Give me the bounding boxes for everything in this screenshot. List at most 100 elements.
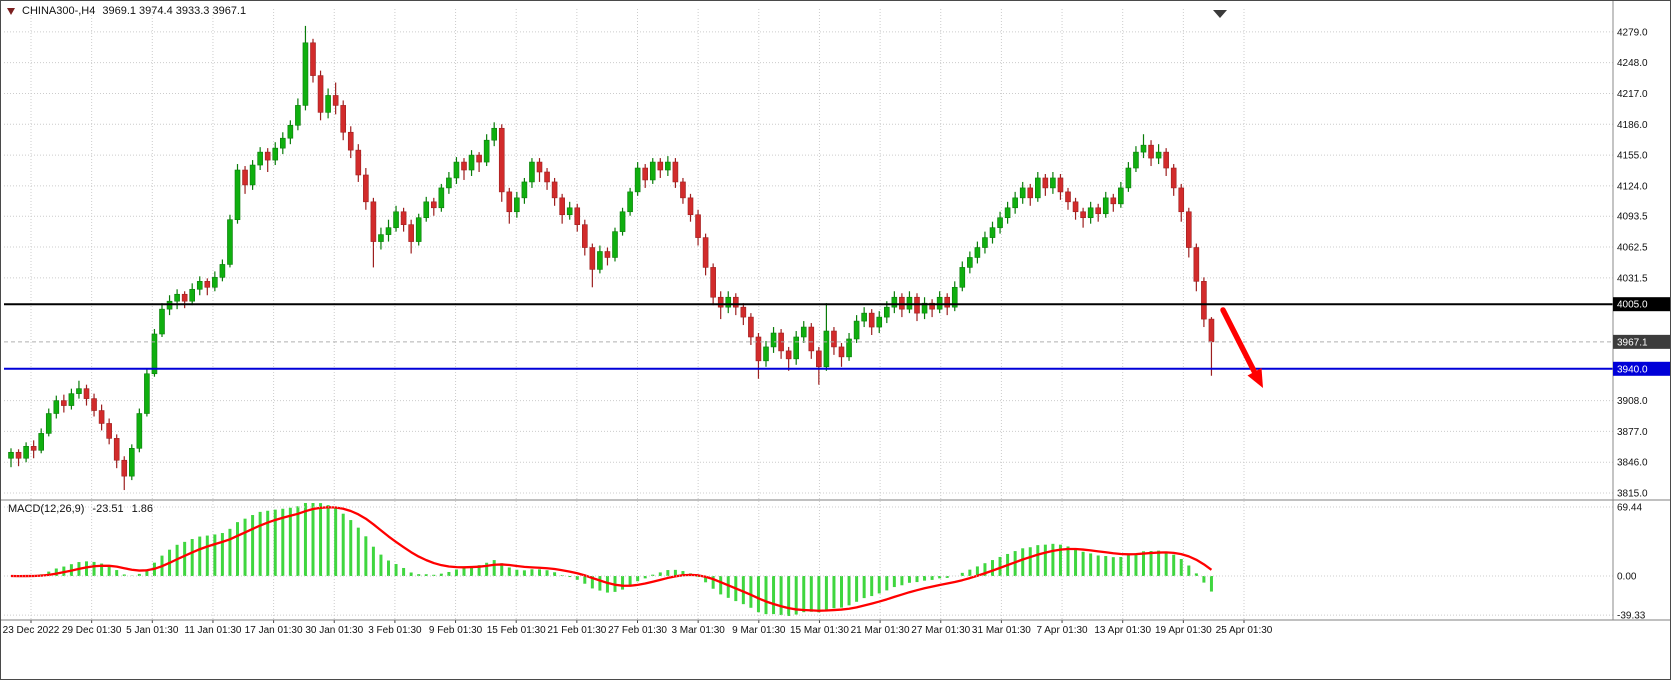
time-axis-label: 19 Apr 01:30 <box>1155 625 1212 636</box>
macd-main-value: -23.51 <box>92 503 124 515</box>
candle <box>468 154 475 171</box>
candle <box>257 151 263 166</box>
candle <box>793 336 800 360</box>
candle <box>1163 151 1169 169</box>
candle <box>755 336 762 362</box>
candle <box>400 211 407 225</box>
time-axis-label: 31 Mar 01:30 <box>972 625 1031 636</box>
candle <box>1057 177 1064 193</box>
time-axis-label: 9 Mar 01:30 <box>732 625 786 636</box>
candle <box>642 167 649 181</box>
candle <box>944 296 951 308</box>
time-axis-label: 27 Mar 01:30 <box>911 625 970 636</box>
price-badge <box>1613 361 1670 376</box>
macd-signal-line <box>10 506 1213 612</box>
sell-arrow-head-icon[interactable] <box>1247 368 1264 388</box>
candle <box>234 169 241 221</box>
candle <box>159 308 165 335</box>
candle <box>53 400 60 414</box>
candle <box>710 267 716 298</box>
price-axis-label: 3815.0 <box>1617 489 1648 500</box>
candle <box>680 181 686 199</box>
candle <box>959 267 966 288</box>
candle <box>1012 197 1018 209</box>
time-axis-label: 5 Jan 01:30 <box>126 625 179 636</box>
candle <box>242 169 248 186</box>
price-badge-label: 4005.0 <box>1617 300 1648 311</box>
macd-signal-value: 1.86 <box>131 503 154 515</box>
candle <box>891 296 898 308</box>
candle <box>1035 177 1041 199</box>
candle <box>113 438 120 461</box>
candle <box>415 217 422 242</box>
candle <box>808 326 815 352</box>
candle <box>695 214 701 238</box>
macd-axis-label: -39.33 <box>1617 611 1646 622</box>
candle <box>23 446 29 459</box>
candle <box>317 75 324 113</box>
candle <box>883 306 890 318</box>
candle <box>1140 144 1147 153</box>
candle <box>1208 318 1215 343</box>
candle <box>800 326 807 338</box>
candle <box>1102 197 1109 215</box>
candle <box>438 187 445 209</box>
time-axis-label: 15 Mar 01:30 <box>790 625 849 636</box>
candle <box>8 451 14 459</box>
price-badge <box>1613 334 1670 349</box>
price-axis-label: 4062.5 <box>1617 243 1648 254</box>
candle <box>332 95 339 106</box>
candle <box>740 306 747 318</box>
candle <box>1050 177 1056 189</box>
candle <box>61 400 67 406</box>
candle <box>838 346 845 358</box>
candle <box>831 330 837 348</box>
time-axis-label: 17 Jan 01:30 <box>245 625 303 636</box>
candle <box>997 217 1003 228</box>
candle <box>302 42 309 106</box>
dropdown-triangle-icon[interactable] <box>7 7 15 15</box>
time-axis-label: 25 Apr 01:30 <box>1216 625 1273 636</box>
candle <box>665 161 671 171</box>
candle <box>483 139 490 163</box>
candle <box>196 281 203 290</box>
candle <box>627 191 633 213</box>
candle <box>264 151 271 161</box>
candle <box>295 105 301 126</box>
candle <box>1201 281 1207 320</box>
candle <box>227 219 233 265</box>
candle <box>476 154 482 163</box>
sell-arrow-annotation[interactable] <box>1220 307 1257 374</box>
price-axis-label: 3846.0 <box>1617 458 1648 469</box>
candle <box>385 227 392 235</box>
chart-shift-marker-icon[interactable] <box>1213 10 1227 18</box>
candle <box>649 161 656 181</box>
price-axis-label: 4279.0 <box>1617 27 1648 38</box>
candle <box>589 247 596 270</box>
candle <box>816 350 822 368</box>
candle <box>725 296 732 308</box>
candle <box>612 231 618 258</box>
candle <box>129 448 135 477</box>
candle <box>974 247 981 258</box>
candle <box>1095 207 1101 215</box>
candle <box>1178 187 1185 213</box>
candle <box>325 95 331 113</box>
candle <box>846 338 852 358</box>
candle <box>393 211 399 228</box>
candle <box>604 251 611 258</box>
price-axis-label: 3877.0 <box>1617 427 1648 438</box>
candle <box>1118 187 1124 205</box>
time-axis-label: 27 Feb 01:30 <box>608 625 667 636</box>
candle <box>91 398 97 411</box>
candle <box>1125 167 1132 189</box>
candle <box>461 161 467 171</box>
candle <box>702 237 709 268</box>
candle <box>430 201 437 209</box>
candle <box>748 316 754 338</box>
price-axis-label: 4093.5 <box>1617 212 1648 223</box>
candle <box>732 296 739 308</box>
candle <box>861 312 867 322</box>
